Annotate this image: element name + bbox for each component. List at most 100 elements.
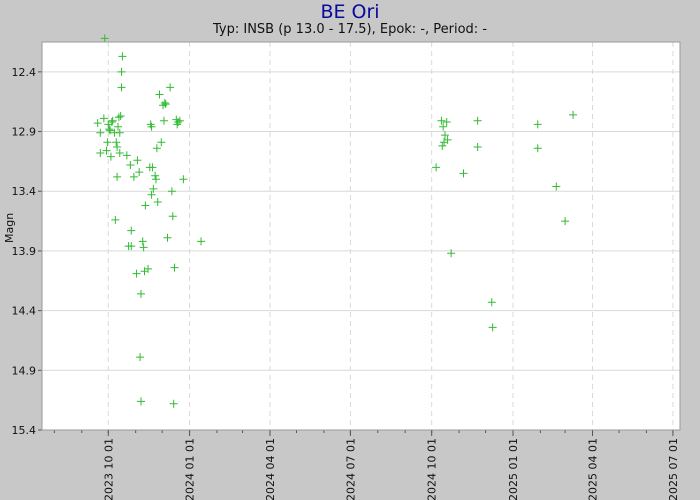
data-point [151, 175, 160, 184]
data-point [159, 116, 168, 125]
data-point [105, 125, 114, 134]
data-point [160, 98, 169, 107]
x-tick-label: 2024 07 01 [344, 438, 357, 500]
data-point [138, 237, 147, 246]
data-point [442, 117, 451, 126]
data-point [111, 215, 120, 224]
x-tick-label: 2024 10 01 [426, 438, 439, 500]
data-point [136, 289, 145, 298]
data-point [100, 34, 109, 43]
data-point [139, 243, 148, 252]
data-point [136, 353, 145, 362]
data-point [112, 138, 121, 147]
data-point [439, 122, 448, 131]
data-point [152, 144, 161, 153]
data-point [533, 120, 542, 129]
data-point [569, 110, 578, 119]
y-tick-label: 12.4 [12, 66, 37, 79]
data-point [149, 184, 158, 193]
data-point [561, 217, 570, 226]
data-point [116, 112, 125, 121]
x-tick-label: 2025 04 01 [587, 438, 600, 500]
data-point [438, 141, 447, 150]
y-tick-label: 13.4 [12, 185, 37, 198]
data-point [144, 264, 153, 273]
y-tick-label: 13.9 [12, 245, 37, 258]
data-points [93, 34, 578, 408]
data-point [157, 138, 166, 147]
data-point [155, 90, 164, 99]
data-point [133, 156, 142, 165]
data-point [440, 131, 449, 140]
x-tick-label: 2025 07 01 [667, 438, 680, 500]
data-point [117, 67, 126, 76]
data-point [118, 52, 127, 61]
data-point [103, 138, 112, 147]
plot-frame [41, 41, 681, 431]
y-tick-label: 12.9 [12, 126, 37, 139]
data-point [153, 197, 162, 206]
data-point [115, 128, 124, 137]
data-point [117, 83, 126, 92]
data-point [93, 119, 102, 128]
data-point [179, 175, 188, 184]
data-point [169, 399, 178, 408]
data-point [107, 117, 116, 126]
data-point [113, 172, 122, 181]
data-point [167, 187, 176, 196]
data-point [533, 144, 542, 153]
data-point [114, 113, 123, 122]
data-point [432, 163, 441, 172]
data-point [106, 152, 115, 161]
y-tick-label: 14.4 [12, 305, 37, 318]
x-tick-label: 2023 10 01 [102, 438, 115, 500]
data-point [174, 117, 183, 126]
data-point [135, 168, 144, 177]
data-point [132, 269, 141, 278]
data-point [96, 149, 105, 158]
data-point [552, 182, 561, 191]
data-point [443, 135, 452, 144]
y-tick-label: 14.9 [12, 364, 37, 377]
data-point [459, 169, 468, 178]
data-point [113, 143, 122, 152]
chart-subtitle: Typ: INSB (p 13.0 - 17.5), Epok: -, Peri… [212, 22, 488, 37]
data-point [96, 128, 105, 137]
y-tick-label: 15.4 [12, 424, 37, 437]
data-point [127, 226, 136, 235]
data-point [115, 149, 124, 158]
data-point [166, 83, 175, 92]
data-point [175, 116, 184, 125]
data-point [102, 146, 111, 155]
data-point [473, 143, 482, 152]
data-point [163, 233, 172, 242]
data-point [127, 242, 136, 251]
data-point [141, 201, 150, 210]
data-point [113, 122, 122, 131]
x-tick-label: 2024 04 01 [264, 438, 277, 500]
data-point [106, 126, 115, 135]
data-point [151, 171, 160, 180]
data-point [129, 172, 138, 181]
data-point [126, 160, 135, 169]
data-point [488, 323, 497, 332]
data-point [170, 263, 179, 272]
data-point [168, 212, 177, 221]
data-point [147, 122, 156, 131]
data-point [161, 100, 170, 109]
plot-area [42, 42, 680, 430]
data-point [473, 116, 482, 125]
data-point [147, 190, 156, 199]
data-point [148, 163, 157, 172]
data-point [437, 116, 446, 125]
data-point [197, 237, 206, 246]
data-point [136, 397, 145, 406]
axis-ticks: 12.4 12.9 13.4 13.9 14.4 14.9 15.4 2023 10 01 20… [12, 66, 680, 500]
data-point [487, 298, 496, 307]
x-tick-label: 2025 01 01 [507, 438, 520, 500]
chart-title: BE Ori [320, 1, 380, 23]
data-point [108, 116, 117, 125]
data-point [447, 249, 456, 258]
x-tick-label: 2024 01 01 [184, 438, 197, 500]
